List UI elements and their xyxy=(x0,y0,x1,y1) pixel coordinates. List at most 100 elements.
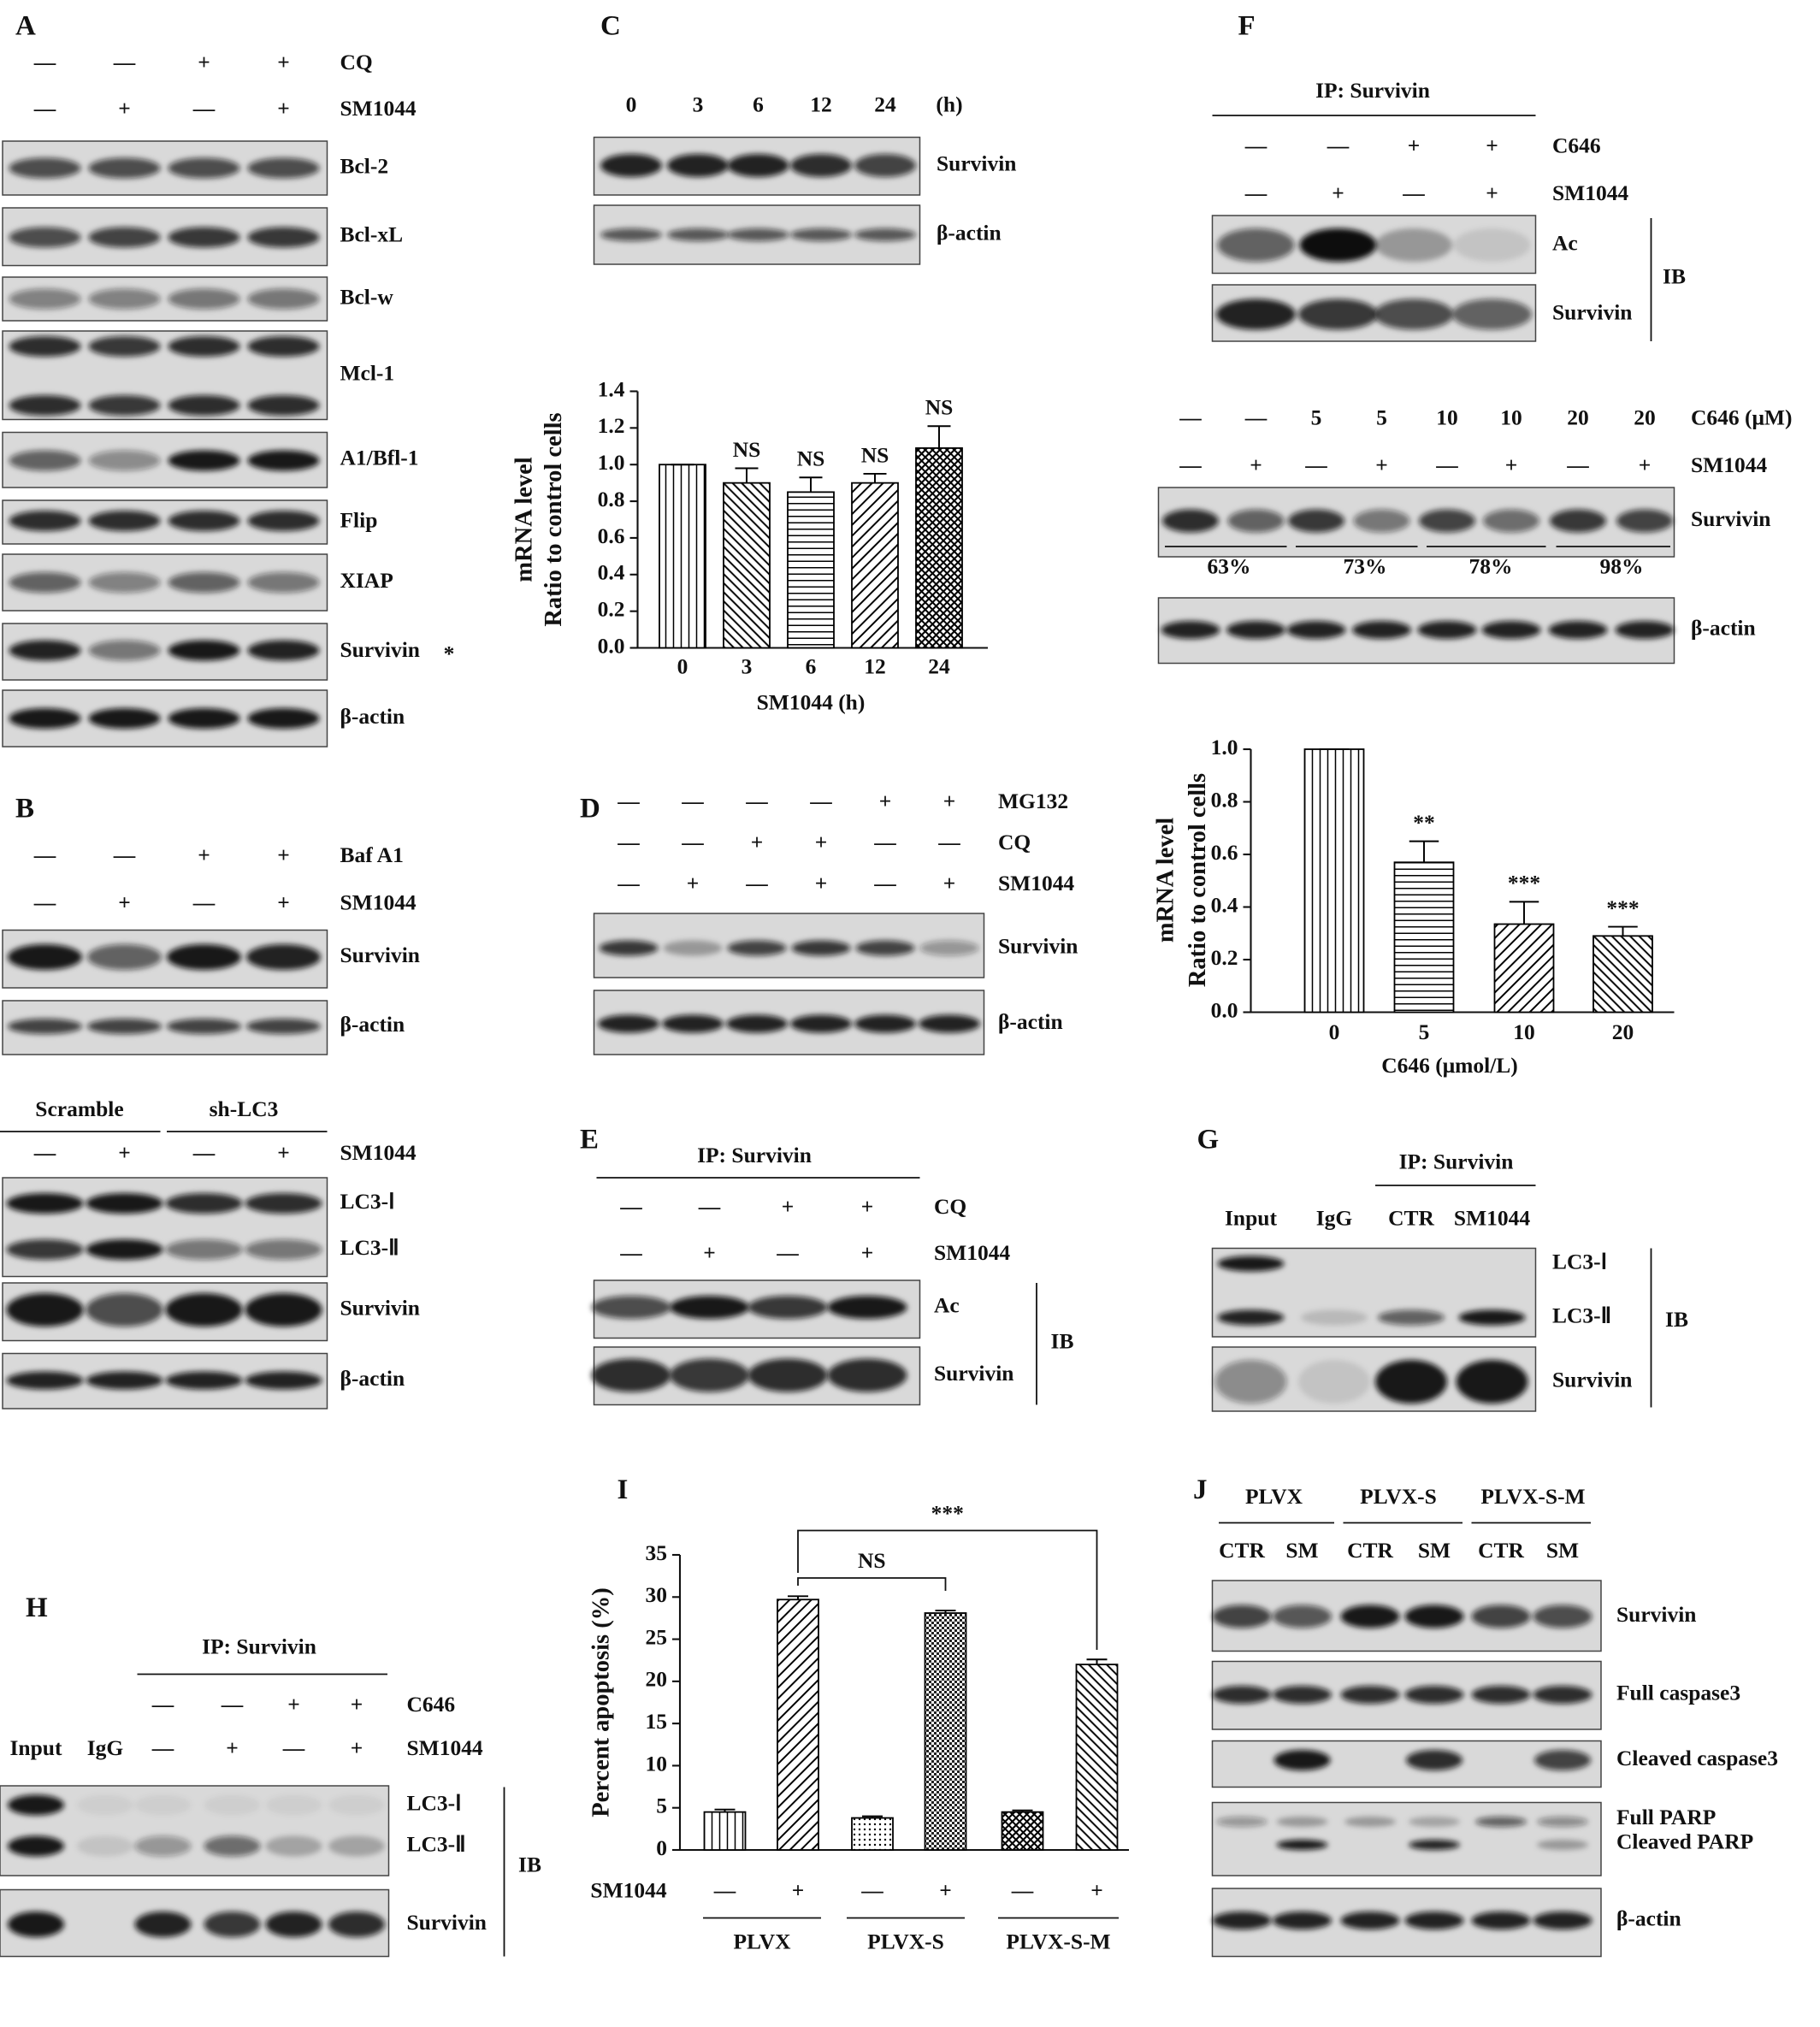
y-tick-label: 0.6 xyxy=(1211,840,1238,865)
condition-sign: + xyxy=(861,1194,874,1219)
band xyxy=(1212,1685,1272,1704)
condition-sign: — xyxy=(151,1735,174,1760)
bar xyxy=(787,491,835,649)
band xyxy=(1417,621,1477,640)
band xyxy=(1536,1839,1588,1850)
band xyxy=(748,1295,828,1319)
band xyxy=(168,227,240,248)
condition-sign: + xyxy=(1250,452,1262,477)
panel-letter: A xyxy=(15,11,36,42)
band xyxy=(88,227,161,248)
condition-sign: + xyxy=(277,96,290,121)
band xyxy=(827,1295,907,1319)
condition-name: SM1044 xyxy=(340,889,416,914)
band xyxy=(1408,1816,1460,1827)
panel-letter: F xyxy=(1238,11,1255,42)
error-bar xyxy=(735,467,759,483)
blot-label: Survivin xyxy=(998,933,1078,958)
blot-label: Bcl-xL xyxy=(340,222,403,247)
band xyxy=(789,1014,852,1033)
condition-name: Baf A1 xyxy=(340,842,403,867)
band xyxy=(168,572,240,594)
condition-sign: — xyxy=(113,842,136,867)
condition-sign: + xyxy=(1505,452,1518,477)
band xyxy=(7,944,82,971)
band xyxy=(247,395,320,417)
band xyxy=(919,940,979,956)
y-tick-label: 0.8 xyxy=(598,487,625,511)
band xyxy=(168,450,240,471)
band xyxy=(854,1014,916,1033)
y-tick-label: 0 xyxy=(656,1835,667,1860)
label: IP: Survivin xyxy=(697,1143,812,1167)
band xyxy=(247,511,320,532)
band xyxy=(1451,298,1532,330)
band xyxy=(1404,1604,1464,1628)
bar xyxy=(915,447,963,649)
condition-sign: + xyxy=(118,96,131,121)
band xyxy=(1161,509,1219,533)
blot-label: Mcl-1 xyxy=(340,361,394,386)
band xyxy=(86,1019,162,1034)
band xyxy=(1548,621,1608,640)
y-tick-label: 0.0 xyxy=(598,633,625,658)
blot-label: Survivin xyxy=(1552,299,1632,324)
blot-label: Ac xyxy=(1552,230,1578,255)
band xyxy=(86,1192,163,1214)
band xyxy=(1549,509,1606,533)
condition-sign: + xyxy=(1639,452,1652,477)
band xyxy=(9,336,81,358)
x-tick-label: 10 xyxy=(1513,1019,1534,1044)
unit: (h) xyxy=(936,92,962,116)
y-axis-title: Ratio to control cells xyxy=(1185,773,1211,987)
band xyxy=(1286,621,1346,640)
band xyxy=(88,640,161,661)
ratio: 78% xyxy=(1469,553,1513,578)
condition-sign: + xyxy=(1408,133,1421,157)
lane-label: SM xyxy=(1285,1538,1318,1563)
panel-letter: D xyxy=(580,794,600,824)
blot-label: Bcl-2 xyxy=(340,153,388,178)
y-tick-label: 1.0 xyxy=(1211,735,1238,759)
condition-name: C646 (μM) xyxy=(1691,405,1792,429)
band xyxy=(1344,1816,1396,1827)
blot-label: Full caspase3 xyxy=(1616,1680,1740,1705)
blot-label: Survivin xyxy=(1552,1367,1632,1392)
condition-sign: — xyxy=(1179,452,1202,477)
blot-label: Bcl-w xyxy=(340,284,393,309)
blot-label: LC3-Ⅰ xyxy=(340,1189,394,1214)
band xyxy=(7,1911,64,1937)
blot-label: β-actin xyxy=(998,1009,1063,1034)
blot-label: Survivin xyxy=(934,1361,1013,1386)
condition-sign: — xyxy=(873,830,896,854)
condition-sign: — xyxy=(192,889,216,914)
condition-sign: + xyxy=(351,1735,363,1760)
y-axis-title: Percent apoptosis (%) xyxy=(588,1587,615,1817)
condition-sign: + xyxy=(1332,180,1344,205)
label: IB xyxy=(1665,1307,1688,1332)
condition-sign: + xyxy=(351,1692,363,1717)
y-axis-title: mRNA level xyxy=(1153,818,1179,943)
condition-sign: + xyxy=(118,1140,131,1165)
condition-sign: + xyxy=(198,842,210,867)
x-tick-label: 0 xyxy=(1329,1019,1340,1044)
band xyxy=(1456,1359,1528,1404)
condition-name: SM1044 xyxy=(340,96,416,121)
band xyxy=(247,450,320,471)
band xyxy=(9,572,81,594)
condition-sign: + xyxy=(815,830,828,854)
band xyxy=(789,228,852,242)
ratio: 98% xyxy=(1600,553,1644,578)
blot xyxy=(0,1785,390,1876)
band xyxy=(1471,1911,1531,1929)
band xyxy=(1615,621,1675,640)
condition-sign: — xyxy=(617,789,640,813)
panel-letter: B xyxy=(15,794,34,824)
band xyxy=(9,157,81,179)
y-tick-label: 0.8 xyxy=(1211,787,1238,812)
band xyxy=(666,228,729,242)
condition-name: C646 xyxy=(406,1692,455,1717)
band xyxy=(88,708,161,730)
condition-sign: — xyxy=(617,871,640,895)
significance: NS xyxy=(733,437,761,462)
